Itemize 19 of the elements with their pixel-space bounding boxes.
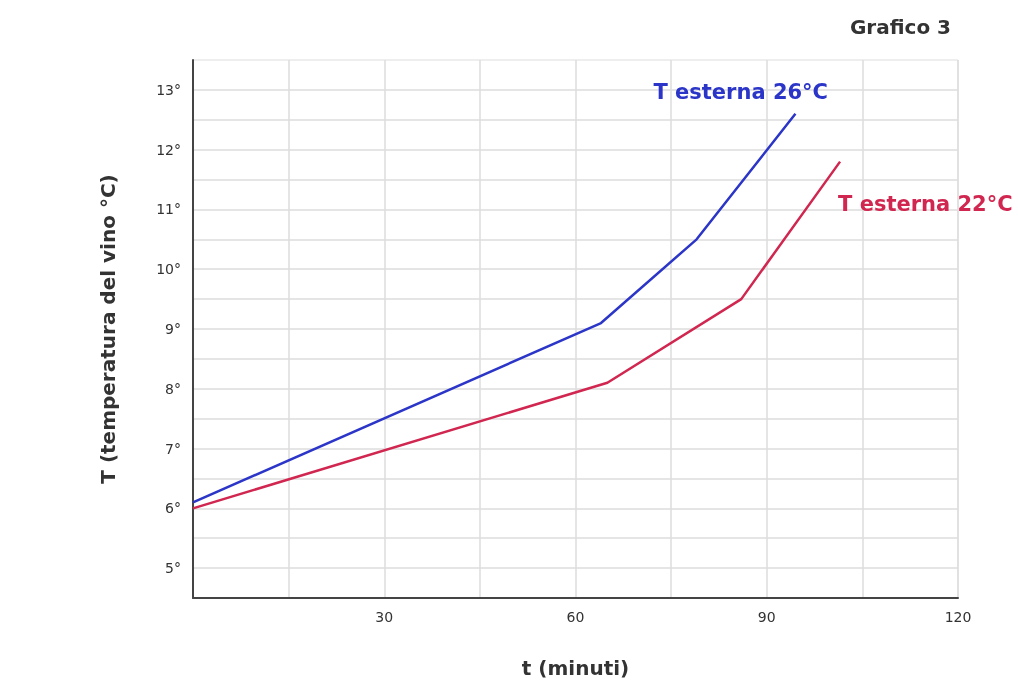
y-tick-label: 11° (156, 201, 181, 218)
series-label: T esterna 26°C (653, 79, 829, 104)
y-tick-label: 8° (165, 380, 181, 397)
line-series (191, 112, 797, 504)
x-tick-label: 60 (566, 609, 585, 625)
y-tick-label: 7° (165, 440, 181, 457)
y-tick-label: 13° (156, 81, 181, 98)
y-tick-label: 6° (165, 500, 181, 517)
x-tick-label: 30 (375, 609, 394, 625)
y-tick-label: 10° (156, 261, 181, 278)
y-axis-title: T (temperatura del vino °C) (96, 174, 120, 484)
x-axis-title: t (minuti) (521, 656, 630, 680)
x-tick-label: 120 (944, 609, 972, 625)
x-tick-label: 90 (757, 609, 776, 625)
series-label: T esterna 22°C (838, 191, 1013, 216)
y-tick-label: 5° (165, 560, 181, 577)
chart-title: Grafico 3 (849, 15, 951, 39)
y-tick-label: 12° (156, 141, 181, 158)
y-tick-label: 9° (165, 321, 181, 337)
